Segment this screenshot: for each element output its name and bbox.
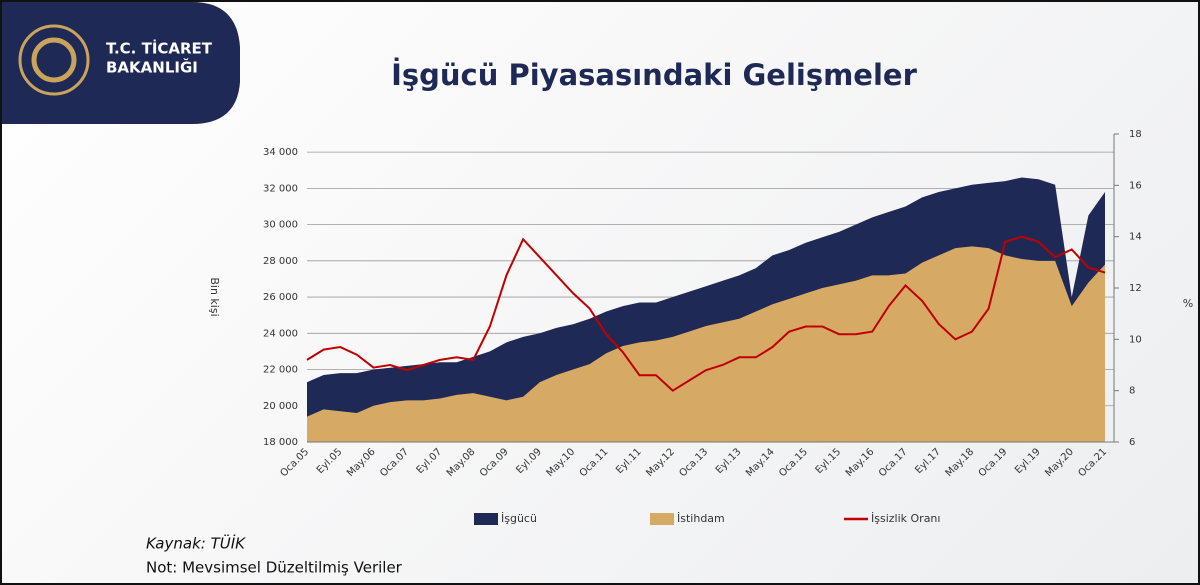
y-tick-label: 20 000 bbox=[263, 401, 298, 412]
line bbox=[306, 235, 1106, 392]
x-tick-label: May.20 bbox=[1043, 446, 1076, 479]
x-tick-label: May.18 bbox=[944, 446, 977, 479]
y-axis-label: Bin kişi bbox=[208, 277, 221, 316]
y2-tick-label: 8 bbox=[1129, 386, 1135, 397]
x-tick-label: Oca.15 bbox=[777, 446, 810, 479]
y-tick-label: 26 000 bbox=[263, 292, 298, 303]
x-tick-label: Eyl.15 bbox=[814, 446, 844, 476]
y-tick-label: 24 000 bbox=[263, 328, 298, 339]
x-tick-label: May.12 bbox=[644, 446, 677, 479]
legend-label: İşsizlik Oranı bbox=[871, 512, 940, 525]
y2-tick-label: 10 bbox=[1129, 334, 1142, 345]
legend-swatch bbox=[474, 513, 498, 525]
x-tick-label: Oca.21 bbox=[1076, 446, 1109, 479]
x-tick-label: Eyl.13 bbox=[714, 446, 744, 476]
x-tick-label: Oca.07 bbox=[378, 446, 411, 479]
y-tick-label: 30 000 bbox=[263, 220, 298, 231]
x-tick-label: May.08 bbox=[445, 446, 478, 479]
y-tick-label: 32 000 bbox=[263, 183, 298, 194]
x-tick-label: May.16 bbox=[844, 446, 877, 479]
logo-text: BAKANLIĞI bbox=[106, 58, 198, 77]
note: Not: Mevsimsel Düzeltilmiş Veriler bbox=[146, 559, 403, 577]
x-tick-label: Eyl.11 bbox=[614, 446, 644, 476]
x-tick-label: Eyl.09 bbox=[514, 446, 544, 476]
logo-text: T.C. TİCARET bbox=[106, 39, 213, 58]
y2-tick-label: 6 bbox=[1129, 437, 1135, 448]
x-tick-label: Oca.19 bbox=[977, 446, 1010, 479]
x-tick-label: Oca.11 bbox=[578, 446, 611, 479]
y-tick-label: 34 000 bbox=[263, 147, 298, 158]
y2-tick-label: 14 bbox=[1129, 232, 1142, 243]
x-tick-label: Oca.17 bbox=[877, 446, 910, 479]
legend-swatch bbox=[650, 513, 674, 525]
y2-axis-label: % bbox=[1183, 297, 1193, 310]
x-tick-label: May.14 bbox=[744, 446, 777, 479]
x-tick-label: May.10 bbox=[545, 446, 578, 479]
x-tick-label: Eyl.07 bbox=[415, 446, 445, 476]
x-tick-label: Oca.09 bbox=[478, 446, 511, 479]
y2-tick-label: 18 bbox=[1129, 129, 1142, 140]
y2-tick-label: 12 bbox=[1129, 283, 1142, 294]
x-tick-label: Eyl.19 bbox=[1013, 446, 1043, 476]
logo-emblem bbox=[18, 24, 90, 96]
x-tick-label: May.06 bbox=[345, 446, 378, 479]
chart-title: İşgücü Piyasasındaki Gelişmeler bbox=[391, 58, 917, 92]
x-tick-label: Eyl.05 bbox=[315, 446, 345, 476]
y-tick-label: 28 000 bbox=[263, 256, 298, 267]
legend-label: İşgücü bbox=[501, 512, 537, 525]
legend-label: İstihdam bbox=[677, 512, 725, 525]
x-tick-label: Oca.13 bbox=[677, 446, 710, 479]
y-tick-label: 22 000 bbox=[263, 365, 298, 376]
x-tick-label: Oca.05 bbox=[278, 446, 311, 479]
area bbox=[307, 246, 1105, 442]
x-tick-label: Eyl.17 bbox=[913, 446, 943, 476]
y-tick-label: 18 000 bbox=[263, 437, 298, 448]
source: Kaynak: TÜİK bbox=[146, 534, 246, 553]
y2-tick-label: 16 bbox=[1129, 180, 1142, 191]
logo-emblem-inner bbox=[31, 37, 77, 83]
